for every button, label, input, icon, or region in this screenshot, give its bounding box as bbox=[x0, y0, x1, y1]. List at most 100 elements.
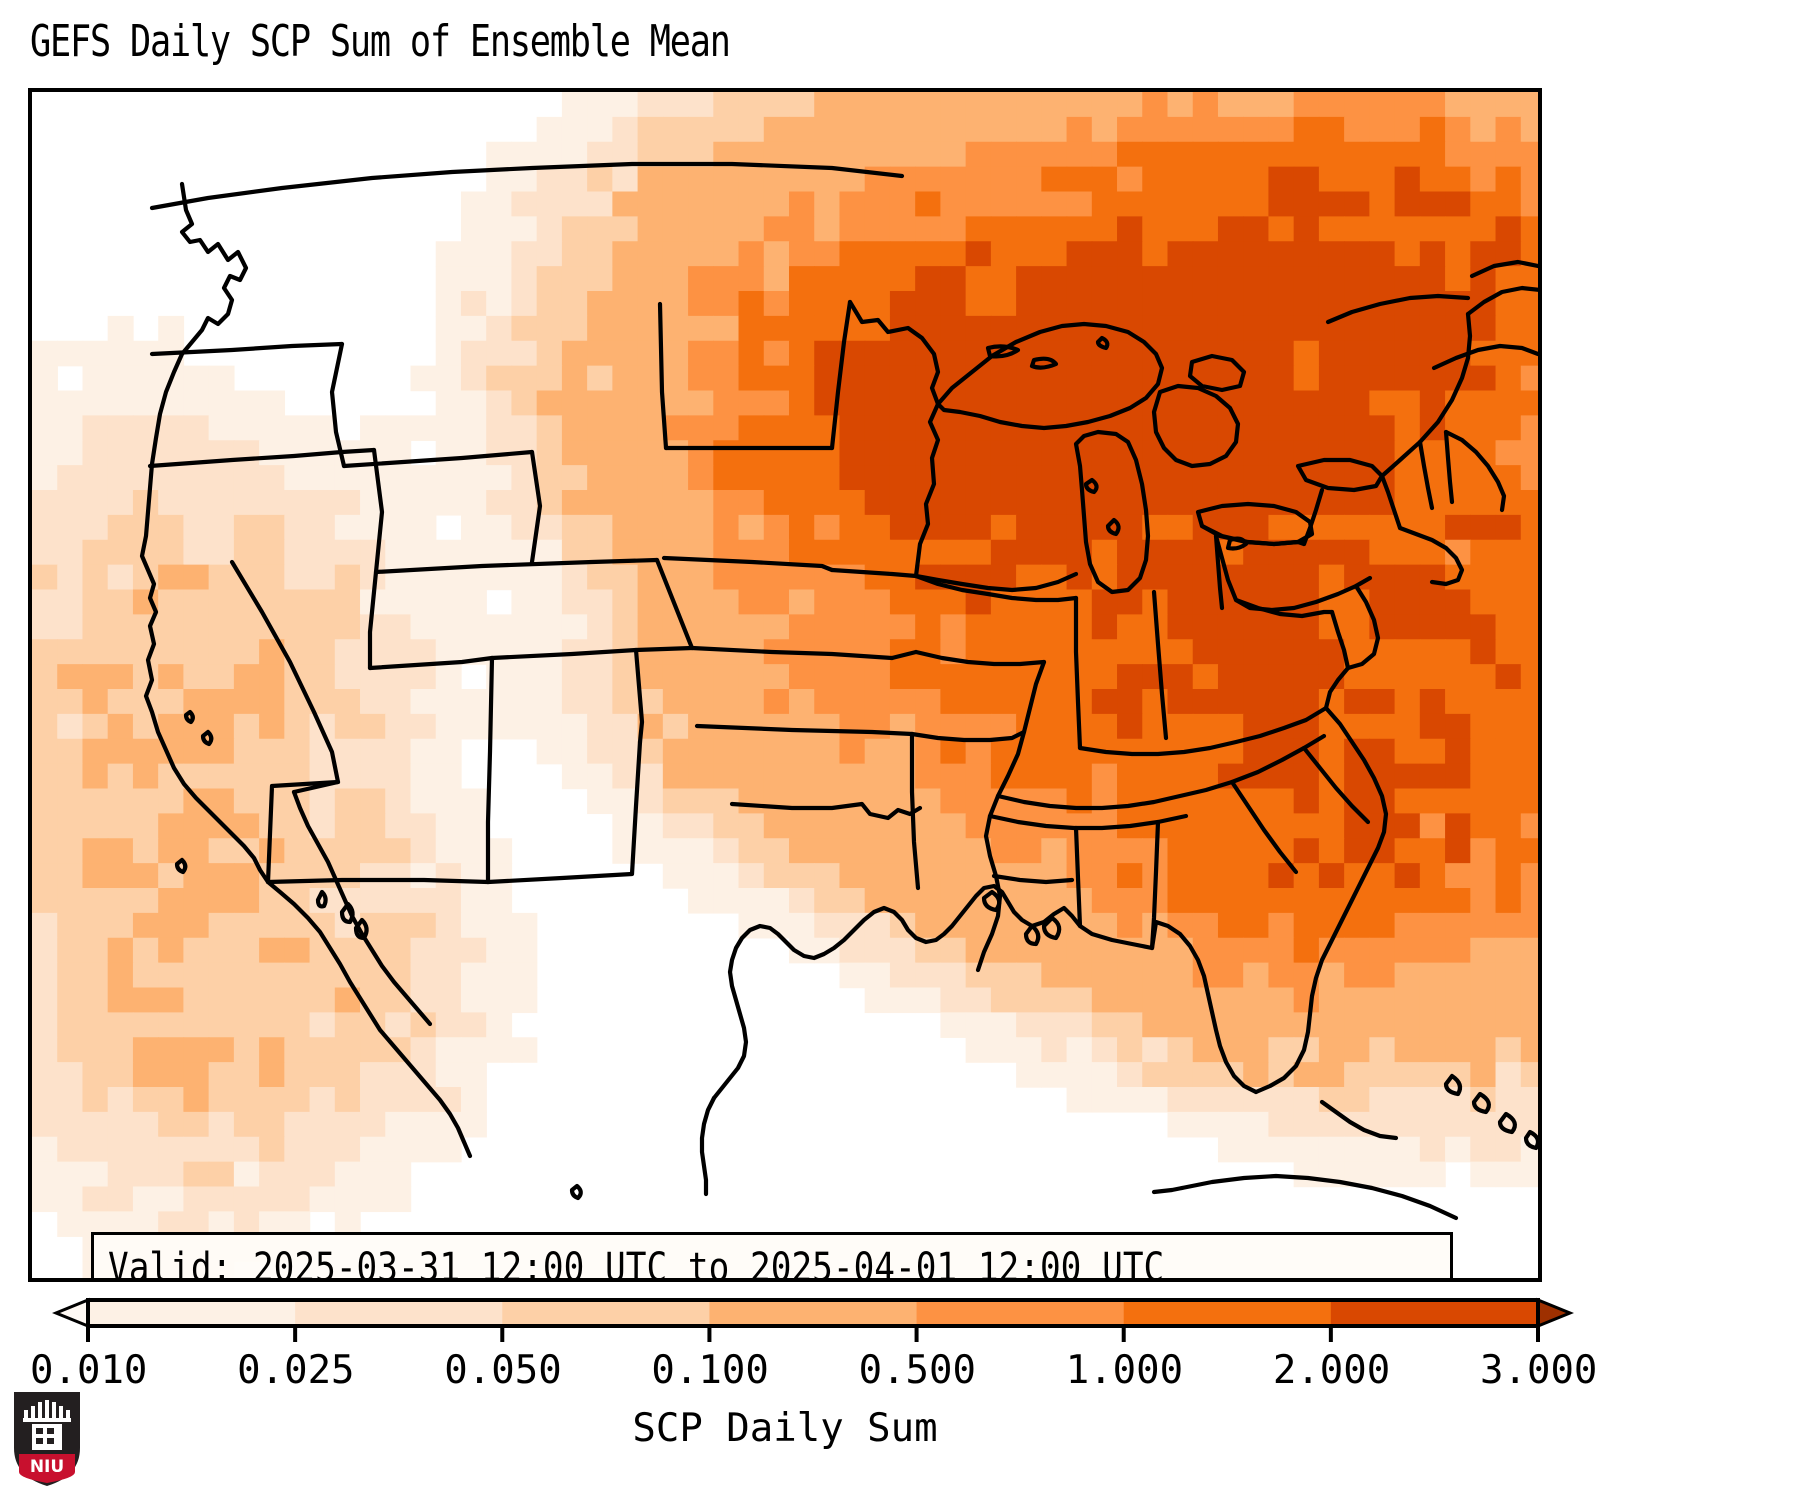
heatmap-cell bbox=[889, 365, 916, 392]
heatmap-cell bbox=[208, 514, 235, 541]
heatmap-cell bbox=[1445, 763, 1471, 790]
heatmap-cell bbox=[763, 589, 790, 616]
heatmap-cell bbox=[1470, 962, 1497, 989]
heatmap-cell bbox=[1243, 689, 1270, 715]
heatmap-cell bbox=[1268, 465, 1295, 491]
heatmap-cell bbox=[713, 266, 740, 292]
heatmap-cell bbox=[1091, 1062, 1118, 1088]
heatmap-cell bbox=[738, 166, 765, 193]
heatmap-cell bbox=[82, 1186, 109, 1213]
heatmap-cell bbox=[158, 415, 185, 441]
heatmap-cell bbox=[410, 614, 437, 640]
heatmap-cell bbox=[612, 216, 639, 242]
heatmap-cell bbox=[435, 937, 462, 964]
heatmap-cell bbox=[1445, 241, 1471, 267]
heatmap-cell bbox=[1243, 863, 1270, 889]
heatmap-cell bbox=[789, 664, 815, 690]
heatmap-cell bbox=[1243, 440, 1270, 466]
heatmap-cell bbox=[1344, 912, 1371, 939]
heatmap-cell bbox=[1192, 1111, 1219, 1138]
heatmap-cell bbox=[107, 315, 134, 342]
heatmap-cell bbox=[511, 713, 538, 740]
heatmap-cell bbox=[1091, 539, 1118, 566]
heatmap-cell bbox=[132, 888, 159, 914]
heatmap-cell bbox=[637, 92, 664, 118]
heatmap-cell bbox=[284, 962, 311, 989]
colorbar-bin bbox=[1330, 1300, 1539, 1326]
heatmap-cell bbox=[1470, 639, 1497, 665]
heatmap-cell bbox=[789, 191, 815, 218]
heatmap-cell bbox=[410, 987, 437, 1014]
heatmap-cell bbox=[789, 315, 815, 342]
heatmap-cell bbox=[183, 1012, 210, 1038]
heatmap-cell bbox=[183, 937, 210, 964]
heatmap-cell bbox=[889, 141, 916, 168]
heatmap-cell bbox=[1167, 390, 1194, 417]
heatmap-cell bbox=[965, 863, 992, 889]
heatmap-cell bbox=[889, 440, 916, 466]
heatmap-cell bbox=[1394, 838, 1421, 864]
heatmap-cell bbox=[511, 639, 538, 665]
heatmap-cell bbox=[1016, 266, 1043, 292]
heatmap-cell bbox=[1268, 614, 1295, 640]
heatmap-cell bbox=[814, 92, 841, 118]
state-ca-az bbox=[265, 779, 341, 885]
heatmap-cell bbox=[1344, 1136, 1371, 1163]
mexico-dot bbox=[174, 857, 188, 875]
state-id-mt bbox=[329, 341, 347, 469]
heatmap-cell bbox=[1066, 838, 1093, 864]
heatmap-cell bbox=[1495, 514, 1522, 541]
heatmap-cell bbox=[940, 788, 967, 815]
heatmap-cell bbox=[1066, 291, 1093, 317]
heatmap-cell bbox=[536, 713, 563, 740]
heatmap-cell bbox=[789, 763, 815, 790]
heatmap-cell bbox=[688, 689, 714, 715]
heatmap-cell bbox=[1293, 216, 1320, 242]
heatmap-cell bbox=[57, 340, 84, 367]
heatmap-cell bbox=[713, 191, 740, 218]
heatmap-cell bbox=[233, 465, 260, 491]
heatmap-cell bbox=[965, 763, 992, 790]
heatmap-cell bbox=[536, 241, 563, 267]
heatmap-cell bbox=[1520, 763, 1538, 790]
heatmap-cell bbox=[460, 614, 487, 640]
heatmap-cell bbox=[57, 912, 84, 939]
heatmap-cell bbox=[107, 763, 134, 790]
heatmap-cell bbox=[208, 738, 235, 765]
heatmap-cell bbox=[1369, 315, 1396, 342]
heatmap-cell bbox=[864, 390, 891, 417]
heatmap-cell bbox=[561, 116, 588, 143]
heatmap-cell bbox=[1394, 539, 1421, 566]
heatmap-cell bbox=[1293, 340, 1320, 367]
heatmap-cell bbox=[1369, 713, 1396, 740]
heatmap-cell bbox=[864, 937, 891, 964]
heatmap-cell bbox=[789, 241, 815, 267]
heatmap-cell bbox=[1117, 141, 1143, 168]
heatmap-cell bbox=[1192, 216, 1219, 242]
heatmap-cell bbox=[32, 539, 58, 566]
heatmap-cell bbox=[662, 664, 689, 690]
heatmap-cells bbox=[32, 92, 1538, 1278]
heatmap-cell bbox=[259, 1111, 286, 1138]
heatmap-cell bbox=[233, 539, 260, 566]
heatmap-cell bbox=[915, 912, 942, 939]
heatmap-cell bbox=[158, 589, 185, 616]
yucatan-dot bbox=[569, 1183, 583, 1201]
heatmap-cell bbox=[57, 1087, 84, 1113]
heatmap-cell bbox=[1243, 639, 1270, 665]
heatmap-cell bbox=[1016, 614, 1043, 640]
heatmap-cell bbox=[1344, 266, 1371, 292]
heatmap-cell bbox=[536, 315, 563, 342]
heatmap-cell bbox=[587, 390, 614, 417]
heatmap-cell bbox=[486, 514, 513, 541]
heatmap-cell bbox=[1369, 1012, 1396, 1038]
heatmap-cell bbox=[1268, 1111, 1295, 1138]
heatmap-cell bbox=[1142, 763, 1169, 790]
heatmap-cell bbox=[1520, 465, 1538, 491]
state-ne-ks bbox=[689, 645, 895, 661]
heatmap-cell bbox=[864, 440, 891, 466]
heatmap-cell bbox=[57, 415, 84, 441]
heatmap-cell bbox=[1167, 490, 1194, 516]
heatmap-cell bbox=[688, 291, 714, 317]
heatmap-cell bbox=[789, 440, 815, 466]
